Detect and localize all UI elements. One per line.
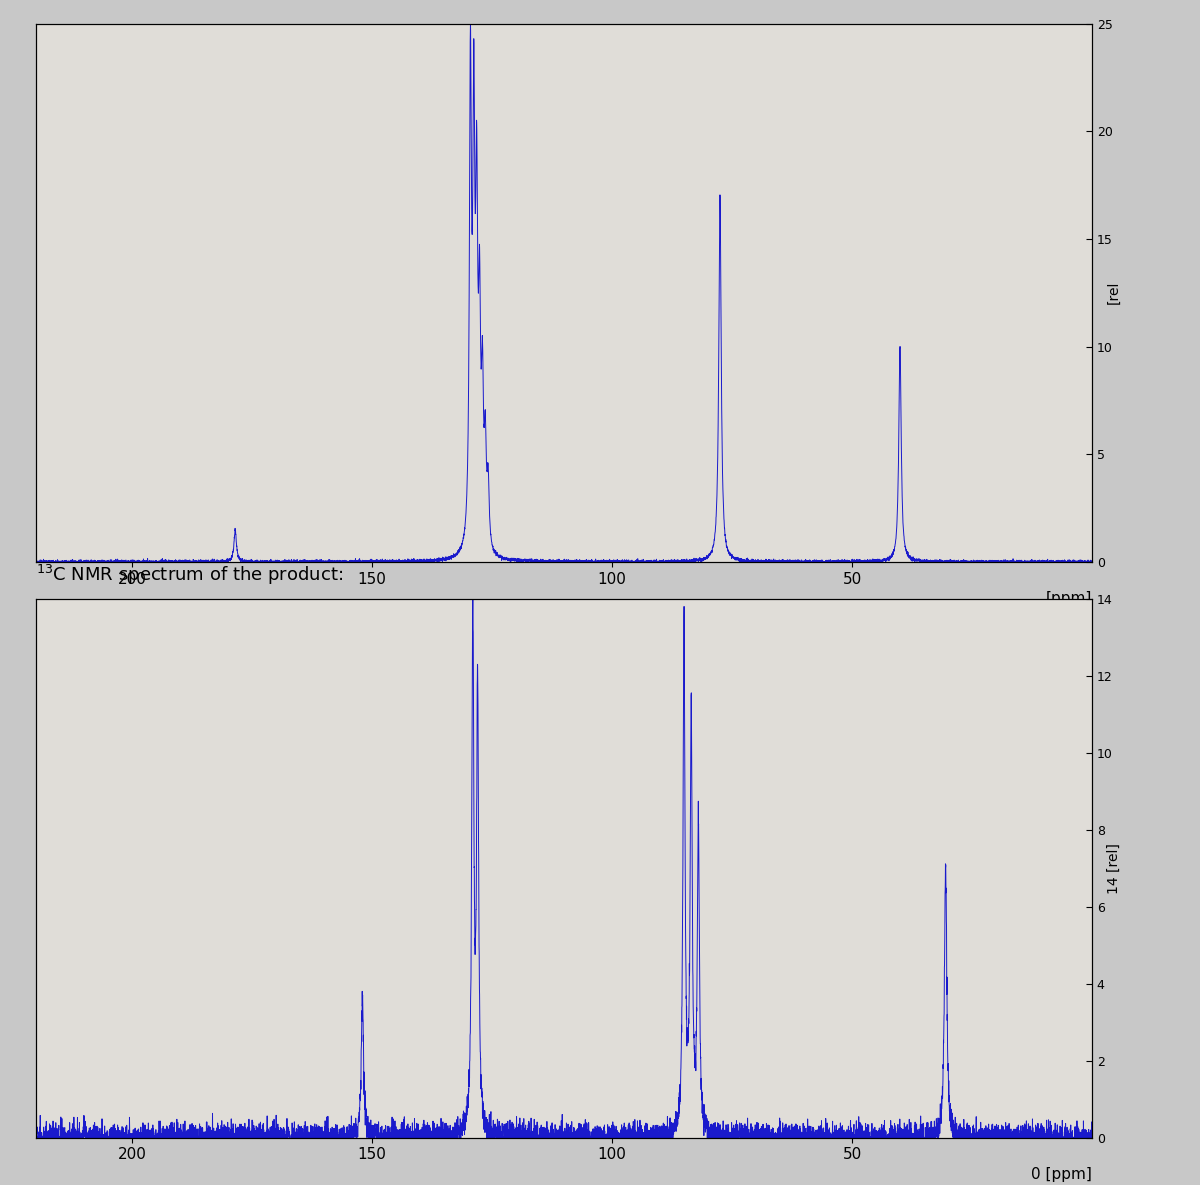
Y-axis label: [rel: [rel (1108, 281, 1121, 305)
Y-axis label: 14 [rel]: 14 [rel] (1108, 843, 1121, 893)
Text: $^{13}$C NMR spectrum of the product:: $^{13}$C NMR spectrum of the product: (36, 563, 343, 587)
Text: [ppm]: [ppm] (1045, 591, 1092, 607)
Text: 0 [ppm]: 0 [ppm] (1031, 1167, 1092, 1183)
